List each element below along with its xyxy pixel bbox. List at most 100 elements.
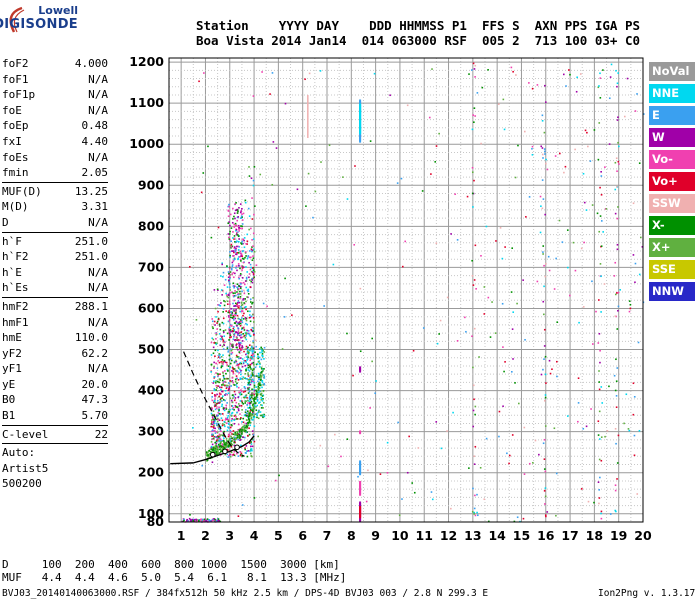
echo-point xyxy=(544,84,546,87)
echo-point xyxy=(543,345,546,347)
echo-point xyxy=(600,512,602,515)
echo-point xyxy=(283,316,286,318)
echo-point xyxy=(598,388,601,391)
echo-point xyxy=(256,404,259,407)
echo-point xyxy=(632,202,635,205)
echo-point xyxy=(212,446,215,448)
echo-point xyxy=(239,331,241,334)
echo-point xyxy=(474,115,476,117)
param-label: foEs xyxy=(2,150,29,164)
echo-point xyxy=(229,224,231,227)
echo-point xyxy=(235,231,238,234)
echo-point xyxy=(226,453,229,456)
echo-point xyxy=(255,389,257,392)
echo-point xyxy=(217,448,219,450)
echo-point xyxy=(599,97,602,99)
echo-point xyxy=(248,406,251,409)
echo-point xyxy=(217,445,220,447)
echo-point xyxy=(221,413,224,415)
echo-point xyxy=(210,445,213,448)
echo-point xyxy=(215,316,217,318)
echo-point xyxy=(252,95,255,97)
echo-point xyxy=(240,404,243,407)
echo-point xyxy=(307,111,309,114)
echo-point xyxy=(240,210,242,213)
echo-point xyxy=(213,289,216,291)
echo-point xyxy=(375,380,377,382)
echo-point xyxy=(249,335,252,337)
echo-point xyxy=(222,330,225,332)
echo-point xyxy=(249,412,251,415)
echo-point xyxy=(230,444,233,446)
echo-point xyxy=(456,340,459,342)
echo-point xyxy=(212,323,215,326)
echo-point xyxy=(251,250,253,253)
echo-point xyxy=(508,462,510,465)
echo-point xyxy=(230,314,232,316)
echo-point xyxy=(231,330,234,332)
echo-point xyxy=(247,332,250,335)
echo-point xyxy=(240,239,243,241)
echo-point xyxy=(223,335,226,337)
echo-point xyxy=(251,368,253,371)
echo-point xyxy=(220,449,222,452)
echo-point xyxy=(237,224,240,227)
echo-point xyxy=(233,212,236,215)
echo-point xyxy=(543,358,545,360)
echo-point xyxy=(247,355,249,358)
echo-point xyxy=(189,514,191,516)
echo-point xyxy=(228,271,231,274)
echo-point xyxy=(232,237,234,239)
echo-point xyxy=(256,400,259,402)
echo-point xyxy=(544,495,547,498)
echo-point xyxy=(254,398,256,401)
echo-point xyxy=(512,311,515,313)
echo-point xyxy=(240,255,242,257)
echo-point xyxy=(225,442,227,444)
echo-point xyxy=(236,322,239,325)
echo-point xyxy=(211,423,214,426)
echo-point xyxy=(359,366,362,369)
echo-point xyxy=(234,203,236,205)
echo-point xyxy=(216,380,219,383)
echo-point xyxy=(542,442,545,445)
param-row: foE N/A xyxy=(2,103,108,119)
echo-point xyxy=(546,511,549,513)
echo-point xyxy=(234,414,237,416)
echo-point xyxy=(214,447,217,450)
echo-point xyxy=(411,482,414,484)
echo-point xyxy=(233,454,236,457)
echo-point xyxy=(236,418,239,420)
echo-point xyxy=(211,433,213,436)
echo-point xyxy=(236,287,239,289)
echo-point xyxy=(223,446,225,449)
echo-point xyxy=(252,412,254,415)
echo-point xyxy=(240,310,243,313)
echo-point xyxy=(599,186,601,189)
echo-point xyxy=(222,340,225,343)
param-value: N/A xyxy=(88,362,108,376)
echo-point xyxy=(253,415,255,418)
echo-point xyxy=(216,417,219,420)
echo-point xyxy=(340,455,342,458)
echo-point xyxy=(219,393,222,396)
x-tick-label: 7 xyxy=(323,528,332,543)
echo-point xyxy=(232,260,235,262)
echo-point xyxy=(219,304,222,307)
echo-point xyxy=(236,346,238,349)
echo-point xyxy=(220,413,222,415)
echo-point xyxy=(600,459,603,462)
echo-point xyxy=(224,453,227,456)
echo-point xyxy=(525,216,527,218)
echo-point xyxy=(246,329,248,332)
echo-point xyxy=(242,362,245,365)
echo-point xyxy=(251,357,254,360)
echo-point xyxy=(227,233,230,235)
logo-top-text: Lowell xyxy=(38,4,78,17)
echo-point xyxy=(542,198,545,200)
legend-item: NNW xyxy=(649,282,695,301)
echo-point xyxy=(244,280,247,282)
echo-point xyxy=(221,419,224,422)
echo-point xyxy=(501,257,504,260)
echo-point xyxy=(245,430,247,432)
